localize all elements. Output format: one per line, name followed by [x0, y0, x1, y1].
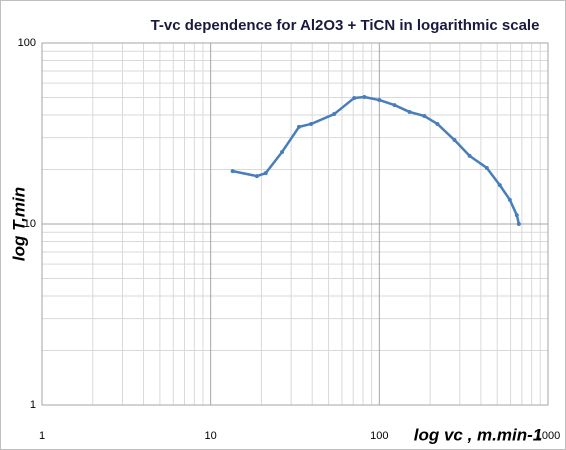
y-tick-label: 10 [24, 218, 36, 230]
plot-area [41, 42, 549, 406]
data-point [309, 121, 314, 126]
data-point [392, 103, 397, 108]
data-point [452, 138, 457, 143]
data-point [516, 222, 521, 226]
data-point [362, 95, 367, 100]
x-tick-label: 100 [370, 430, 388, 442]
data-point [435, 121, 440, 126]
x-tick-label: 10 [205, 430, 217, 442]
data-point [422, 114, 427, 119]
data-point [280, 149, 285, 154]
y-axis-label: log T,min [9, 187, 28, 261]
x-axis-label: log vc , m.min-1 [414, 425, 542, 444]
data-point [484, 165, 489, 170]
data-point [297, 124, 302, 129]
y-tick-label: 1 [30, 399, 36, 411]
data-point [497, 183, 502, 188]
data-point [332, 112, 337, 117]
data-point [514, 213, 519, 218]
data-point [377, 98, 382, 103]
data-point [407, 109, 412, 114]
data-point [263, 171, 268, 176]
data-point [352, 95, 357, 100]
data-point [507, 197, 512, 202]
data-point [467, 153, 472, 158]
x-tick-label: 1000 [536, 430, 560, 442]
data-point [230, 169, 235, 174]
chart-title: T-vc dependence for Al2O3 + TiCN in loga… [151, 17, 540, 34]
x-tick-label: 1 [39, 430, 45, 442]
y-tick-label: 100 [18, 37, 36, 49]
data-point [254, 174, 259, 179]
